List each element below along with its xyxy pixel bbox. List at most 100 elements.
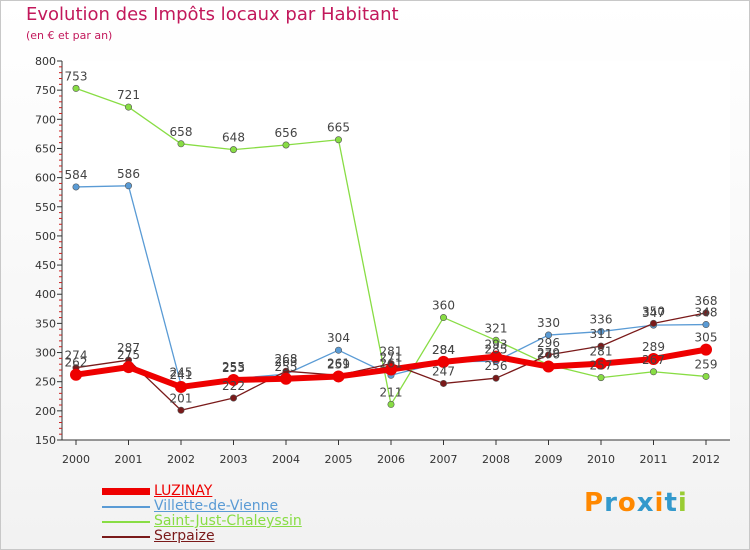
proxiti-logo: Proxiti [584,488,688,518]
data-point [227,373,240,386]
logo-letter: o [617,488,637,518]
logo-letter: P [584,488,605,518]
legend-swatch [102,506,150,508]
y-tick-label: 550 [35,201,56,214]
data-point [702,372,710,380]
data-point [334,136,342,144]
data-label: 279 [537,346,560,360]
data-label: 311 [590,327,613,341]
data-point [125,182,133,190]
series-luzinay [70,343,712,393]
data-label: 261 [380,356,403,370]
data-label: 259 [695,357,718,371]
legend-swatch [102,536,150,538]
data-label: 368 [695,294,718,308]
data-label: 253 [222,361,245,375]
legend-label: LUZINAY [154,483,213,499]
data-point [334,346,342,354]
data-label: 289 [642,340,665,354]
data-point [282,141,290,149]
data-point [597,328,605,336]
data-point [649,368,657,376]
data-label: 350 [642,304,665,318]
y-tick-label: 500 [35,230,56,243]
logo-letter: i [677,488,688,518]
data-label: 201 [170,391,193,405]
data-label: 255 [222,360,245,374]
legend-label: Serpaize [154,528,215,544]
data-label: 274 [65,349,88,363]
data-label: 648 [222,131,245,145]
data-label: 271 [380,350,403,364]
data-label: 247 [432,364,455,378]
x-tick-label: 2008 [482,453,510,466]
data-point [332,370,345,383]
y-tick-label: 350 [35,317,56,330]
logo-letter: i [654,488,665,518]
data-label: 222 [222,379,245,393]
logo-letter: t [664,488,678,518]
data-point [175,380,187,393]
data-point [385,363,397,376]
data-label: 721 [117,88,140,102]
data-label: 245 [170,366,193,380]
data-label: 330 [537,316,560,330]
y-tick-label: 450 [35,259,56,272]
data-point [70,368,82,381]
data-point [72,84,80,92]
legend-label: Villette-de-Vienne [154,498,279,514]
y-tick-label: 300 [35,347,56,360]
data-label: 304 [327,331,350,345]
chart-subtitle: (en € et par an) [26,29,113,42]
data-point [125,103,133,111]
data-point [490,350,502,363]
data-label: 285 [485,342,508,356]
data-label: 347 [642,306,665,320]
x-tick-label: 2002 [167,453,195,466]
x-tick-label: 2001 [115,453,143,466]
data-label: 263 [275,355,298,369]
data-point [387,400,395,408]
data-point [122,361,135,374]
x-tick-label: 2006 [377,453,405,466]
data-label: 284 [432,343,455,357]
data-point [700,343,712,356]
data-label: 296 [537,336,560,350]
data-point [280,372,292,385]
chart-title: Evolution des Impôts locaux par Habitant [26,4,399,25]
data-point [542,360,555,373]
data-label: 257 [590,359,613,373]
data-label: 287 [117,341,140,355]
x-tick-label: 2012 [692,453,720,466]
data-label: 665 [327,121,350,135]
data-label: 336 [590,313,613,327]
x-tick-label: 2005 [325,453,353,466]
data-point [649,319,657,327]
data-label: 293 [485,338,508,352]
data-point [702,321,710,329]
data-label: 321 [485,321,508,335]
data-point [437,355,450,368]
data-label: 305 [695,331,718,345]
data-label: 656 [275,126,298,140]
data-point [439,314,447,322]
data-point [72,183,80,191]
data-label: 259 [327,357,350,371]
data-label: 276 [537,348,560,362]
data-label: 275 [117,348,140,362]
y-tick-label: 400 [35,288,56,301]
series-saint-just-chaleyssin [72,84,710,408]
y-tick-label: 800 [35,55,56,68]
x-tick-label: 2000 [62,453,90,466]
legend-swatch [102,488,150,495]
x-tick-label: 2004 [272,453,300,466]
y-tick-label: 250 [35,376,56,389]
logo-letter: r [604,488,618,518]
x-tick-label: 2007 [430,453,458,466]
data-point [492,374,500,382]
data-point [230,394,238,402]
data-label: 360 [432,299,455,313]
data-label: 584 [65,168,88,182]
data-point [597,374,605,382]
